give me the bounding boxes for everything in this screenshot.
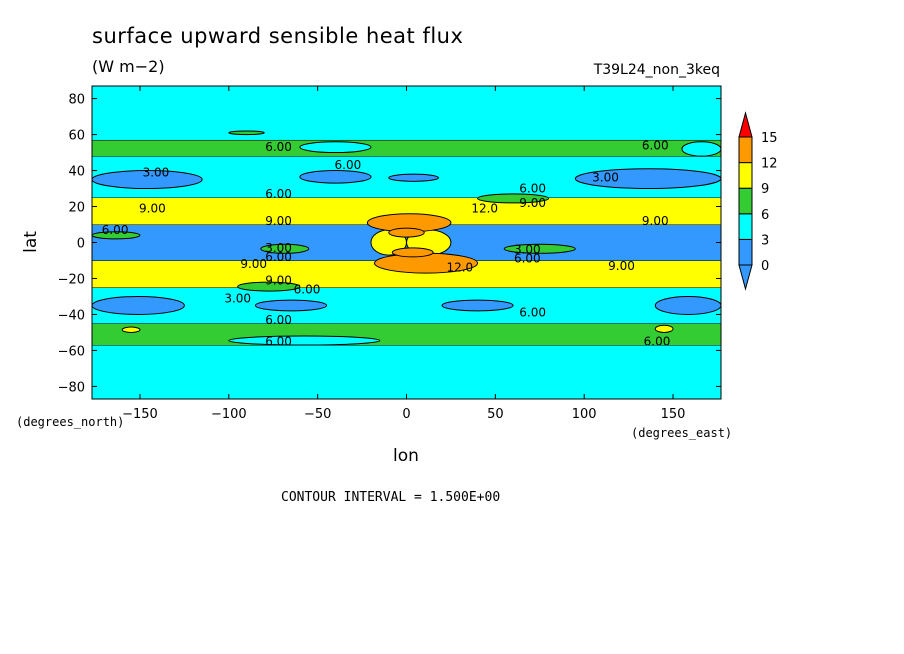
- contour-label: 3.00: [224, 291, 251, 305]
- colorbar-bin-4: [738, 136, 753, 164]
- contour-region-6: [574, 168, 721, 190]
- contour-label: 6.00: [642, 138, 669, 152]
- contour-band-0: [92, 345, 721, 399]
- y-axis-unit-label: (degrees_north): [16, 415, 125, 429]
- y-tick-label: 80: [68, 93, 85, 108]
- colorbar-over-arrow: [738, 111, 753, 138]
- contour-region-10: [654, 295, 721, 315]
- contour-region-4: [299, 170, 372, 184]
- contour-label: 6.00: [644, 334, 671, 348]
- chart-title: surface upward sensible heat flux: [92, 24, 464, 48]
- contour-label: 6.00: [102, 223, 129, 237]
- contour-label: 3.00: [143, 165, 170, 179]
- contour-region-14: [503, 243, 576, 254]
- x-tick-label: −100: [211, 407, 247, 422]
- contour-label: 3.00: [592, 171, 619, 185]
- y-tick-label: −20: [58, 272, 85, 287]
- colorbar: 0 3 6 9 12 15: [738, 111, 778, 291]
- contour-band-1: [92, 323, 721, 346]
- x-axis-label: lon: [393, 446, 419, 466]
- contour-region-5: [388, 173, 439, 182]
- contour-label: 12.0: [446, 261, 473, 275]
- contour-region-1: [681, 141, 721, 157]
- contour-label: 9.00: [519, 196, 546, 210]
- contour-label: 6.00: [294, 282, 321, 296]
- colorbar-bin-2: [738, 187, 753, 215]
- colorbar-under-arrow: [738, 264, 753, 291]
- colorbar-label: 15: [761, 131, 778, 146]
- colorbar-bin-1: [738, 213, 753, 240]
- contour-label: 3.00: [514, 243, 541, 257]
- contour-label: 6.00: [265, 187, 292, 201]
- contour-labels: 6.006.006.003.00 3.006.00 6.009.009.0012.0…: [102, 138, 671, 348]
- contour-label: 6.00: [265, 334, 292, 348]
- contour-band-7: [92, 139, 721, 157]
- contour-region-15: [92, 231, 141, 240]
- colorbar-label: 12: [761, 157, 778, 172]
- contour-label: 9.00: [139, 201, 166, 215]
- chart-units: (W m−2): [92, 57, 165, 76]
- x-tick-label: −150: [122, 407, 158, 422]
- contour-region-22: [121, 326, 141, 333]
- run-label: T39L24_non_3keq: [593, 62, 720, 78]
- contour-interval-text: CONTOUR INTERVAL = 1.500E+00: [281, 490, 501, 505]
- contour-label: 6.00: [519, 182, 546, 196]
- contour-region-8: [254, 299, 328, 312]
- contour-region-3: [92, 170, 203, 190]
- plot-area: [92, 86, 721, 399]
- contour-band-8: [92, 86, 721, 140]
- contour-label: 6.00: [335, 158, 362, 172]
- y-tick-label: −80: [58, 380, 85, 395]
- contour-band-2: [92, 287, 721, 324]
- contour-label: 9.00: [642, 214, 669, 228]
- contour-label: 9.00: [608, 259, 635, 273]
- contour-label: 6.00: [265, 140, 292, 154]
- colorbar-label: 0: [761, 259, 769, 274]
- contour-region-19: [388, 227, 425, 238]
- contour-label: 3.00: [265, 241, 292, 255]
- y-tick-label: 40: [68, 165, 85, 180]
- contour-label: 6.00: [519, 306, 546, 320]
- contour-region-2: [228, 335, 381, 346]
- colorbar-label: 3: [761, 233, 769, 248]
- contour-label: 6.00: [514, 252, 541, 266]
- contour-label: 9.00: [265, 273, 292, 287]
- x-tick-label: 50: [487, 407, 504, 422]
- contour-label: 6.00: [265, 313, 292, 327]
- contour-region-12: [237, 281, 301, 292]
- x-tick-label: −50: [304, 407, 331, 422]
- contour-region-7: [92, 295, 185, 315]
- colorbar-bin-3: [738, 162, 753, 189]
- contour-region-21: [391, 247, 434, 258]
- colorbar-bin-0: [738, 238, 753, 266]
- x-tick-label: 0: [402, 407, 410, 422]
- y-tick-label: −60: [58, 344, 85, 359]
- contour-region-9: [441, 299, 514, 312]
- y-tick-label: 20: [68, 201, 85, 216]
- contour-label: 9.00: [265, 214, 292, 228]
- contour-region-13: [260, 243, 310, 254]
- contour-region-23: [654, 324, 674, 333]
- x-tick-label: 100: [572, 407, 597, 422]
- x-tick-label: 150: [661, 407, 686, 422]
- colorbar-label: 9: [761, 182, 769, 197]
- colorbar-label: 6: [761, 208, 769, 223]
- contour-label: 9.00: [240, 257, 267, 271]
- axes: −150 −100 −50 0 50 100 150 −80 −60 −40 −20 0 20 40 60 8…: [58, 86, 721, 422]
- contour-region-11: [477, 193, 550, 204]
- contour-region-24: [228, 130, 265, 136]
- contour-label: 6.00: [265, 250, 292, 264]
- contour-region-0: [299, 141, 372, 154]
- y-tick-label: −40: [58, 308, 85, 323]
- x-axis-unit-label: (degrees_east): [631, 426, 733, 440]
- y-tick-label: 60: [68, 129, 85, 144]
- contour-label: 12.0: [471, 201, 498, 215]
- y-tick-label: 0: [77, 237, 85, 252]
